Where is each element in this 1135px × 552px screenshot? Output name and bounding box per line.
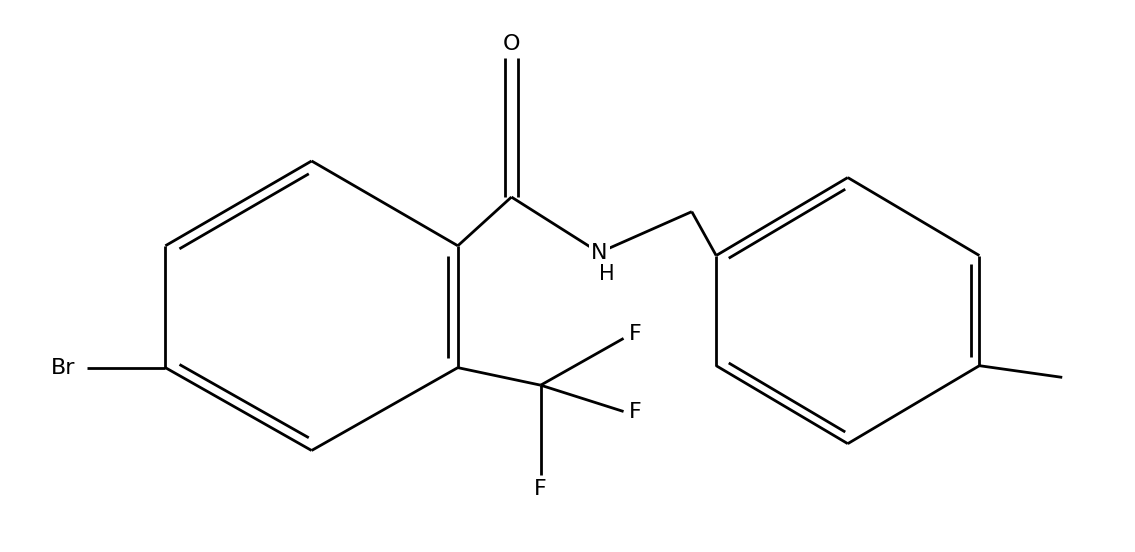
Text: F: F: [629, 401, 641, 422]
Text: O: O: [503, 34, 520, 54]
Text: F: F: [535, 479, 547, 498]
Text: Br: Br: [51, 358, 75, 378]
Text: N: N: [591, 242, 607, 263]
Text: F: F: [629, 323, 641, 343]
Text: H: H: [599, 264, 615, 284]
